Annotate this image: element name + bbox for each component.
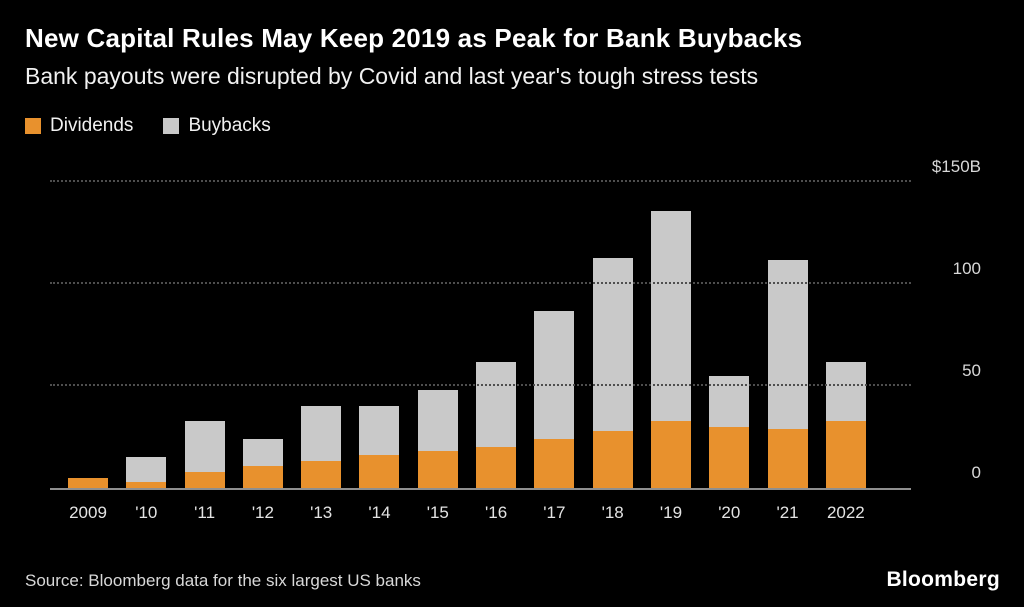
y-tick-label: 0 [971,463,981,482]
legend-item-buybacks: Buybacks [163,115,271,137]
x-tick-label: '14 [368,503,391,522]
bar-segment-dividends [242,465,283,488]
x-tick-label: 2009 [69,503,107,522]
bar-group [534,182,575,488]
x-axis-labels: 2009 '10 '11 '12 '13 '14 '15 '16 '17 '18 '19 '20 '21… [50,502,911,524]
bar-segment-buybacks [417,390,458,452]
bar-segment-dividends [709,426,750,488]
bar-segment-dividends [534,439,575,488]
x-tick-label: '18 [601,503,624,522]
x-tick-label: '16 [485,503,508,522]
plot-area: $150B 100 50 0 [50,158,981,490]
x-tick-label: '15 [426,503,449,522]
bar-segment-dividends [592,430,633,488]
chart-footer: Source: Bloomberg data for the six large… [25,568,1000,592]
bar-segment-buybacks [476,361,517,448]
x-tick-label: '10 [135,503,158,522]
bar-segment-buybacks [301,406,342,462]
bar-segment-buybacks [126,457,167,482]
y-tick-label: 50 [962,361,981,381]
x-tick-label: '21 [776,503,799,522]
x-tick-label: '20 [718,503,741,522]
bar-segment-dividends [650,420,691,488]
y-tick-label: $150B [931,157,981,176]
bar-segment-dividends [767,428,808,488]
bar-group [417,182,458,488]
legend-label-dividends: Dividends [50,115,134,136]
y-tick-label: 100 [952,259,981,279]
bar-segment-buybacks [184,420,225,472]
bar-segment-dividends [126,481,167,488]
legend-swatch-dividends [25,118,41,134]
bar-segment-dividends [301,461,342,488]
bar-group [126,182,167,488]
bar-group [825,182,866,488]
chart-title: New Capital Rules May Keep 2019 as Peak … [25,23,803,53]
bar-segment-buybacks [359,406,400,456]
bar-segment-buybacks [825,361,866,421]
bar-group [242,182,283,488]
bar-segment-dividends [476,447,517,488]
x-tick-label: '17 [543,503,566,522]
source-note: Source: Bloomberg data for the six large… [25,571,421,590]
x-tick-label: '12 [251,503,274,522]
chart-legend: Dividends Buybacks [25,115,1000,137]
bar-segment-buybacks [650,210,691,421]
gridline [50,180,911,182]
x-tick-label: '13 [310,503,333,522]
legend-label-buybacks: Buybacks [188,115,271,136]
bar-segment-dividends [184,471,225,488]
bar-segment-dividends [68,477,108,488]
bar-segment-buybacks [534,310,575,440]
bar-group [359,182,400,488]
bar-segment-dividends [359,455,400,488]
bar-segment-buybacks [767,259,808,429]
x-tick-label: '19 [659,503,683,522]
bar-group [184,182,225,488]
x-tick-label: '11 [194,503,216,522]
bar-group [709,182,750,488]
gridline [50,282,911,284]
bar-segment-buybacks [242,439,283,466]
bars-row [68,182,866,488]
chart-subtitle: Bank payouts were disrupted by Covid and… [25,63,759,89]
bar-segment-dividends [417,451,458,488]
bloomberg-logo: Bloomberg [886,568,1000,591]
bar-group [68,182,108,488]
bar-group [592,182,633,488]
bar-segment-dividends [825,420,866,488]
legend-swatch-buybacks [163,118,180,134]
gridline [50,384,911,386]
bar-segment-buybacks [592,257,633,431]
bar-group [301,182,342,488]
x-tick-label: 2022 [826,503,865,522]
bar-group [767,182,808,488]
legend-item-dividends: Dividends [25,115,133,137]
bar-group [476,182,517,488]
bar-group [650,182,691,488]
